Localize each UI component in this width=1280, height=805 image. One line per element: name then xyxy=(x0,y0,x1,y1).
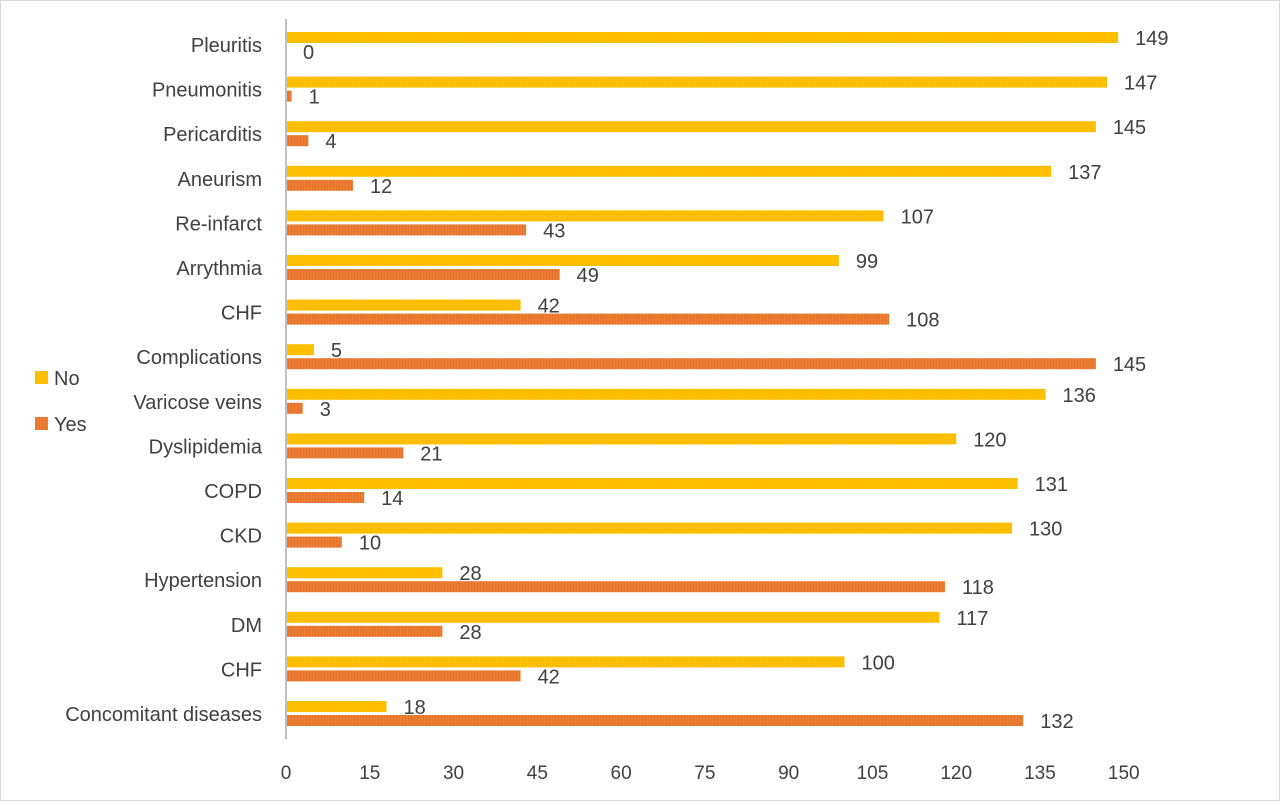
data-label-no: 145 xyxy=(1113,117,1146,139)
data-label-yes: 0 xyxy=(303,42,314,64)
data-label-yes: 28 xyxy=(459,622,481,644)
data-label-no: 28 xyxy=(459,563,481,585)
data-label-no: 5 xyxy=(331,340,342,362)
category-label: COPD xyxy=(204,481,262,503)
bar-yes xyxy=(286,492,365,503)
category-label: Hypertension xyxy=(144,570,262,592)
bar-yes xyxy=(286,715,1024,726)
bar-no xyxy=(286,210,884,222)
x-tick-label: 135 xyxy=(1024,763,1056,784)
data-label-no: 100 xyxy=(862,652,895,674)
bar-yes xyxy=(286,90,292,102)
category-label: CHF xyxy=(221,303,262,325)
x-tick-label: 0 xyxy=(281,763,292,784)
bar-yes xyxy=(286,625,443,637)
data-label-no: 117 xyxy=(956,608,988,630)
data-label-no: 42 xyxy=(538,296,560,318)
x-tick-label: 150 xyxy=(1108,763,1140,784)
legend-swatch-yes xyxy=(35,417,48,430)
data-label-yes: 43 xyxy=(543,220,565,242)
x-tick-label: 90 xyxy=(778,763,799,784)
bar-no xyxy=(286,567,443,579)
data-label-yes: 42 xyxy=(538,666,560,688)
x-tick-label: 75 xyxy=(694,763,715,784)
bar-yes xyxy=(286,135,309,147)
x-tick-label: 120 xyxy=(940,763,972,784)
bar-no xyxy=(286,121,1096,133)
data-label-yes: 4 xyxy=(325,131,336,153)
bar-no xyxy=(286,388,1046,400)
x-tick-label: 30 xyxy=(443,763,464,784)
bar-no xyxy=(286,255,839,266)
bar-no xyxy=(286,478,1018,489)
data-label-yes: 14 xyxy=(381,488,403,510)
category-label: DM xyxy=(231,615,262,637)
bar-no xyxy=(286,165,1052,177)
data-label-yes: 10 xyxy=(359,533,381,555)
data-label-yes: 1 xyxy=(309,87,320,109)
legend-label-no: No xyxy=(54,368,80,390)
category-label: Re-infarct xyxy=(175,213,262,235)
data-label-no: 131 xyxy=(1035,474,1068,496)
bar-yes xyxy=(286,402,303,414)
bar-no xyxy=(286,522,1013,534)
x-tick-label: 60 xyxy=(611,763,632,784)
bar-no xyxy=(286,344,314,356)
data-label-yes: 21 xyxy=(420,443,442,465)
data-label-yes: 108 xyxy=(906,310,939,332)
category-label: Pneumonitis xyxy=(152,80,262,102)
data-label-no: 107 xyxy=(901,206,934,228)
category-label: Pericarditis xyxy=(163,124,262,146)
bar-yes xyxy=(286,358,1096,370)
category-label: Aneurism xyxy=(178,169,262,191)
x-tick-label: 45 xyxy=(527,763,548,784)
data-label-yes: 3 xyxy=(320,399,331,421)
x-tick-label: 15 xyxy=(359,763,380,784)
bar-no xyxy=(286,701,387,712)
bar-yes xyxy=(286,179,354,191)
data-label-yes: 118 xyxy=(962,577,994,599)
bar-no xyxy=(286,611,940,623)
x-tick-label: 105 xyxy=(857,763,889,784)
data-label-yes: 12 xyxy=(370,176,392,198)
bar-yes xyxy=(286,224,527,236)
data-label-no: 136 xyxy=(1063,385,1096,407)
bar-no xyxy=(286,76,1107,88)
bar-no xyxy=(286,656,845,668)
data-label-no: 120 xyxy=(973,429,1006,451)
category-label: Complications xyxy=(136,347,262,369)
bar-yes xyxy=(286,269,560,280)
legend-label-yes: Yes xyxy=(54,414,87,436)
bar-no xyxy=(286,32,1119,43)
data-label-no: 149 xyxy=(1135,28,1168,50)
category-label: Pleuritis xyxy=(191,35,262,57)
bar-yes xyxy=(286,581,946,593)
category-label: Dyslipidemia xyxy=(149,436,263,458)
category-label: Concomitant diseases xyxy=(65,704,262,726)
bar-no xyxy=(286,433,957,445)
data-label-no: 137 xyxy=(1068,162,1101,184)
data-label-no: 147 xyxy=(1124,73,1157,95)
data-label-no: 18 xyxy=(404,697,426,719)
data-label-yes: 49 xyxy=(577,265,599,287)
data-label-no: 130 xyxy=(1029,519,1062,541)
category-label: Varicose veins xyxy=(133,392,262,414)
bar-yes xyxy=(286,536,342,548)
data-label-yes: 145 xyxy=(1113,354,1146,376)
category-label: CKD xyxy=(220,526,262,548)
bar-no xyxy=(286,299,521,311)
data-label-yes: 132 xyxy=(1040,711,1073,733)
legend-swatch-no xyxy=(35,371,48,384)
category-label: CHF xyxy=(221,659,262,681)
bar-yes xyxy=(286,313,890,325)
data-label-no: 99 xyxy=(856,251,878,273)
category-label: Arrythmia xyxy=(176,258,262,280)
bar-yes xyxy=(286,447,404,459)
bar-yes xyxy=(286,670,521,682)
